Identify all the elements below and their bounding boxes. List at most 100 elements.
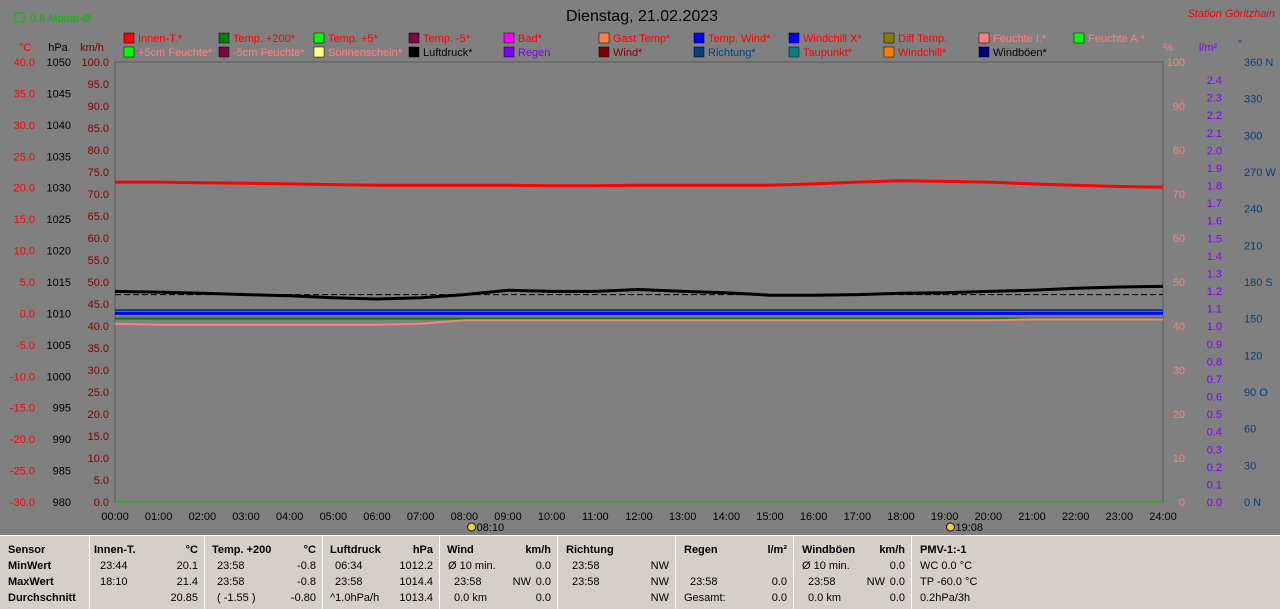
tick-time: 23:00 xyxy=(1106,511,1134,523)
legend-label: Gast Temp* xyxy=(613,33,671,45)
legend-swatch xyxy=(218,46,230,58)
unit-kmh: km/h xyxy=(80,42,104,54)
tick-hpa: 1040 xyxy=(47,120,71,132)
stats-temp200-min-value: -0.8 xyxy=(297,560,316,572)
unit-celsius: °C xyxy=(19,42,31,54)
tick-percent: 90 xyxy=(1173,101,1185,113)
tick-kmh: 90.0 xyxy=(88,101,109,113)
tick-celsius: -5.0 xyxy=(16,340,35,352)
stats-windboen-avg10-value: 0.0 xyxy=(889,560,905,572)
tick-direction: 150 xyxy=(1244,314,1262,326)
stats-wind-avg10-label: Ø 10 min. xyxy=(448,560,496,572)
stats-pmv-column: PMV-1:-1 WC 0.0 °C TP -60.0 °C 0.2hPa/3h xyxy=(912,536,1280,609)
unit-percent: % xyxy=(1163,42,1173,54)
tick-celsius: 25.0 xyxy=(14,151,35,163)
stats-luftdruck-column: Luftdruck hPa 06:34 1012.2 23:58 1014.4 ^1.… xyxy=(323,536,440,609)
tick-time: 24:00 xyxy=(1149,511,1177,523)
tick-time: 05:00 xyxy=(320,511,348,523)
tick-rain: 0.9 xyxy=(1207,339,1222,351)
tick-kmh: 40.0 xyxy=(88,321,109,333)
tick-rain: 1.4 xyxy=(1207,251,1222,263)
stats-wind-distance: 0.0 km xyxy=(454,592,488,604)
tick-time: 16:00 xyxy=(800,511,828,523)
legend-swatch xyxy=(883,46,895,58)
tick-hpa: 1045 xyxy=(47,88,71,100)
tick-time: 18:00 xyxy=(887,511,915,523)
stats-pmv-windchill: WC 0.0 °C xyxy=(920,560,973,572)
tick-percent: 10 xyxy=(1173,453,1185,465)
legend-swatch xyxy=(598,46,610,58)
tick-kmh: 10.0 xyxy=(88,453,109,465)
tick-rain: 0.2 xyxy=(1207,462,1222,474)
tick-hpa: 1025 xyxy=(47,214,71,226)
tick-direction: 270 W xyxy=(1244,167,1276,179)
tick-celsius: 30.0 xyxy=(14,120,35,132)
legend-swatch xyxy=(123,46,135,58)
stats-windboen-max-value: 0.0 xyxy=(889,576,905,588)
tick-celsius: -15.0 xyxy=(10,403,35,415)
tick-kmh: 30.0 xyxy=(88,365,109,377)
stats-min-label: MinWert xyxy=(8,560,52,572)
stats-windboen-avg-value: 0.0 xyxy=(889,592,905,604)
tick-kmh: 5.0 xyxy=(94,475,109,487)
tick-celsius: 0.0 xyxy=(20,308,35,320)
series-line xyxy=(114,318,1163,326)
tick-direction: 60 xyxy=(1244,424,1256,436)
tick-rain: 1.7 xyxy=(1207,198,1222,210)
legend-label: Windchill* xyxy=(898,47,947,59)
stats-regen-max-value: 0.0 xyxy=(771,576,787,588)
tick-kmh: 25.0 xyxy=(88,387,109,399)
legend-swatch xyxy=(693,46,705,58)
tick-time: 17:00 xyxy=(844,511,872,523)
tick-percent: 80 xyxy=(1173,145,1185,157)
tick-celsius: -30.0 xyxy=(10,497,35,509)
legend-swatch xyxy=(408,32,420,44)
tick-direction: 0 N xyxy=(1244,497,1261,509)
series-line xyxy=(115,179,1164,189)
stats-temp200-avg-note: ( -1.55 ) xyxy=(217,592,256,604)
tick-time: 13:00 xyxy=(669,511,697,523)
legend-label: Luftdruck* xyxy=(423,47,473,59)
tick-percent: 100 xyxy=(1167,57,1185,69)
legend-swatch xyxy=(788,46,800,58)
stats-wind-max-direction: NW xyxy=(512,576,531,588)
tick-direction: 120 xyxy=(1244,350,1262,362)
tick-rain: 1.9 xyxy=(1207,163,1222,175)
stats-innen-max-time: 18:10 xyxy=(100,576,128,588)
stats-temp200-column: Temp. +200 °C 23:58 -0.8 23:58 -0.8 ( -1.55… xyxy=(205,536,323,609)
stats-richtung-column: Richtung 23:58 NW 23:58 NW NW xyxy=(558,536,676,609)
stats-innen-min-time: 23:44 xyxy=(100,560,128,572)
legend-label: Temp. Wind* xyxy=(708,33,771,45)
stats-richtung-header: Richtung xyxy=(566,544,614,556)
tick-percent: 20 xyxy=(1173,409,1185,421)
tick-rain: 2.0 xyxy=(1207,145,1222,157)
tick-hpa: 995 xyxy=(53,403,71,415)
legend-swatch xyxy=(693,32,705,44)
tick-time: 20:00 xyxy=(975,511,1003,523)
stats-wind-avg-value: 0.0 xyxy=(535,592,551,604)
series-lines xyxy=(114,179,1164,503)
legend-swatch xyxy=(503,46,515,58)
stats-max-label: MaxWert xyxy=(8,576,54,588)
stats-regen-total-value: 0.0 xyxy=(771,592,787,604)
tick-celsius: 20.0 xyxy=(14,183,35,195)
tick-kmh: 35.0 xyxy=(88,343,109,355)
tick-hpa: 1050 xyxy=(47,57,71,69)
tick-time: 07:00 xyxy=(407,511,435,523)
unit-hpa: hPa xyxy=(48,42,68,54)
tick-kmh: 80.0 xyxy=(88,145,109,157)
month-average-toggle[interactable]: 0.8 Monat-Ø xyxy=(14,12,92,25)
stats-regen-max-time: 23:58 xyxy=(690,576,718,588)
stats-pmv-header: PMV-1:-1 xyxy=(920,544,967,556)
stats-luftdruck-avg-value: 1013.4 xyxy=(399,592,433,604)
sunrise-time: 08:10 xyxy=(477,522,505,534)
tick-direction: 330 xyxy=(1244,94,1262,106)
legend-label: Feuchte A.* xyxy=(1088,33,1146,45)
tick-percent: 40 xyxy=(1173,321,1185,333)
tick-time: 02:00 xyxy=(189,511,217,523)
sunrise-icon xyxy=(467,522,477,532)
stats-wind-avg10-value: 0.0 xyxy=(535,560,551,572)
tick-celsius: 35.0 xyxy=(14,88,35,100)
tick-time: 03:00 xyxy=(232,511,260,523)
tick-kmh: 15.0 xyxy=(88,431,109,443)
